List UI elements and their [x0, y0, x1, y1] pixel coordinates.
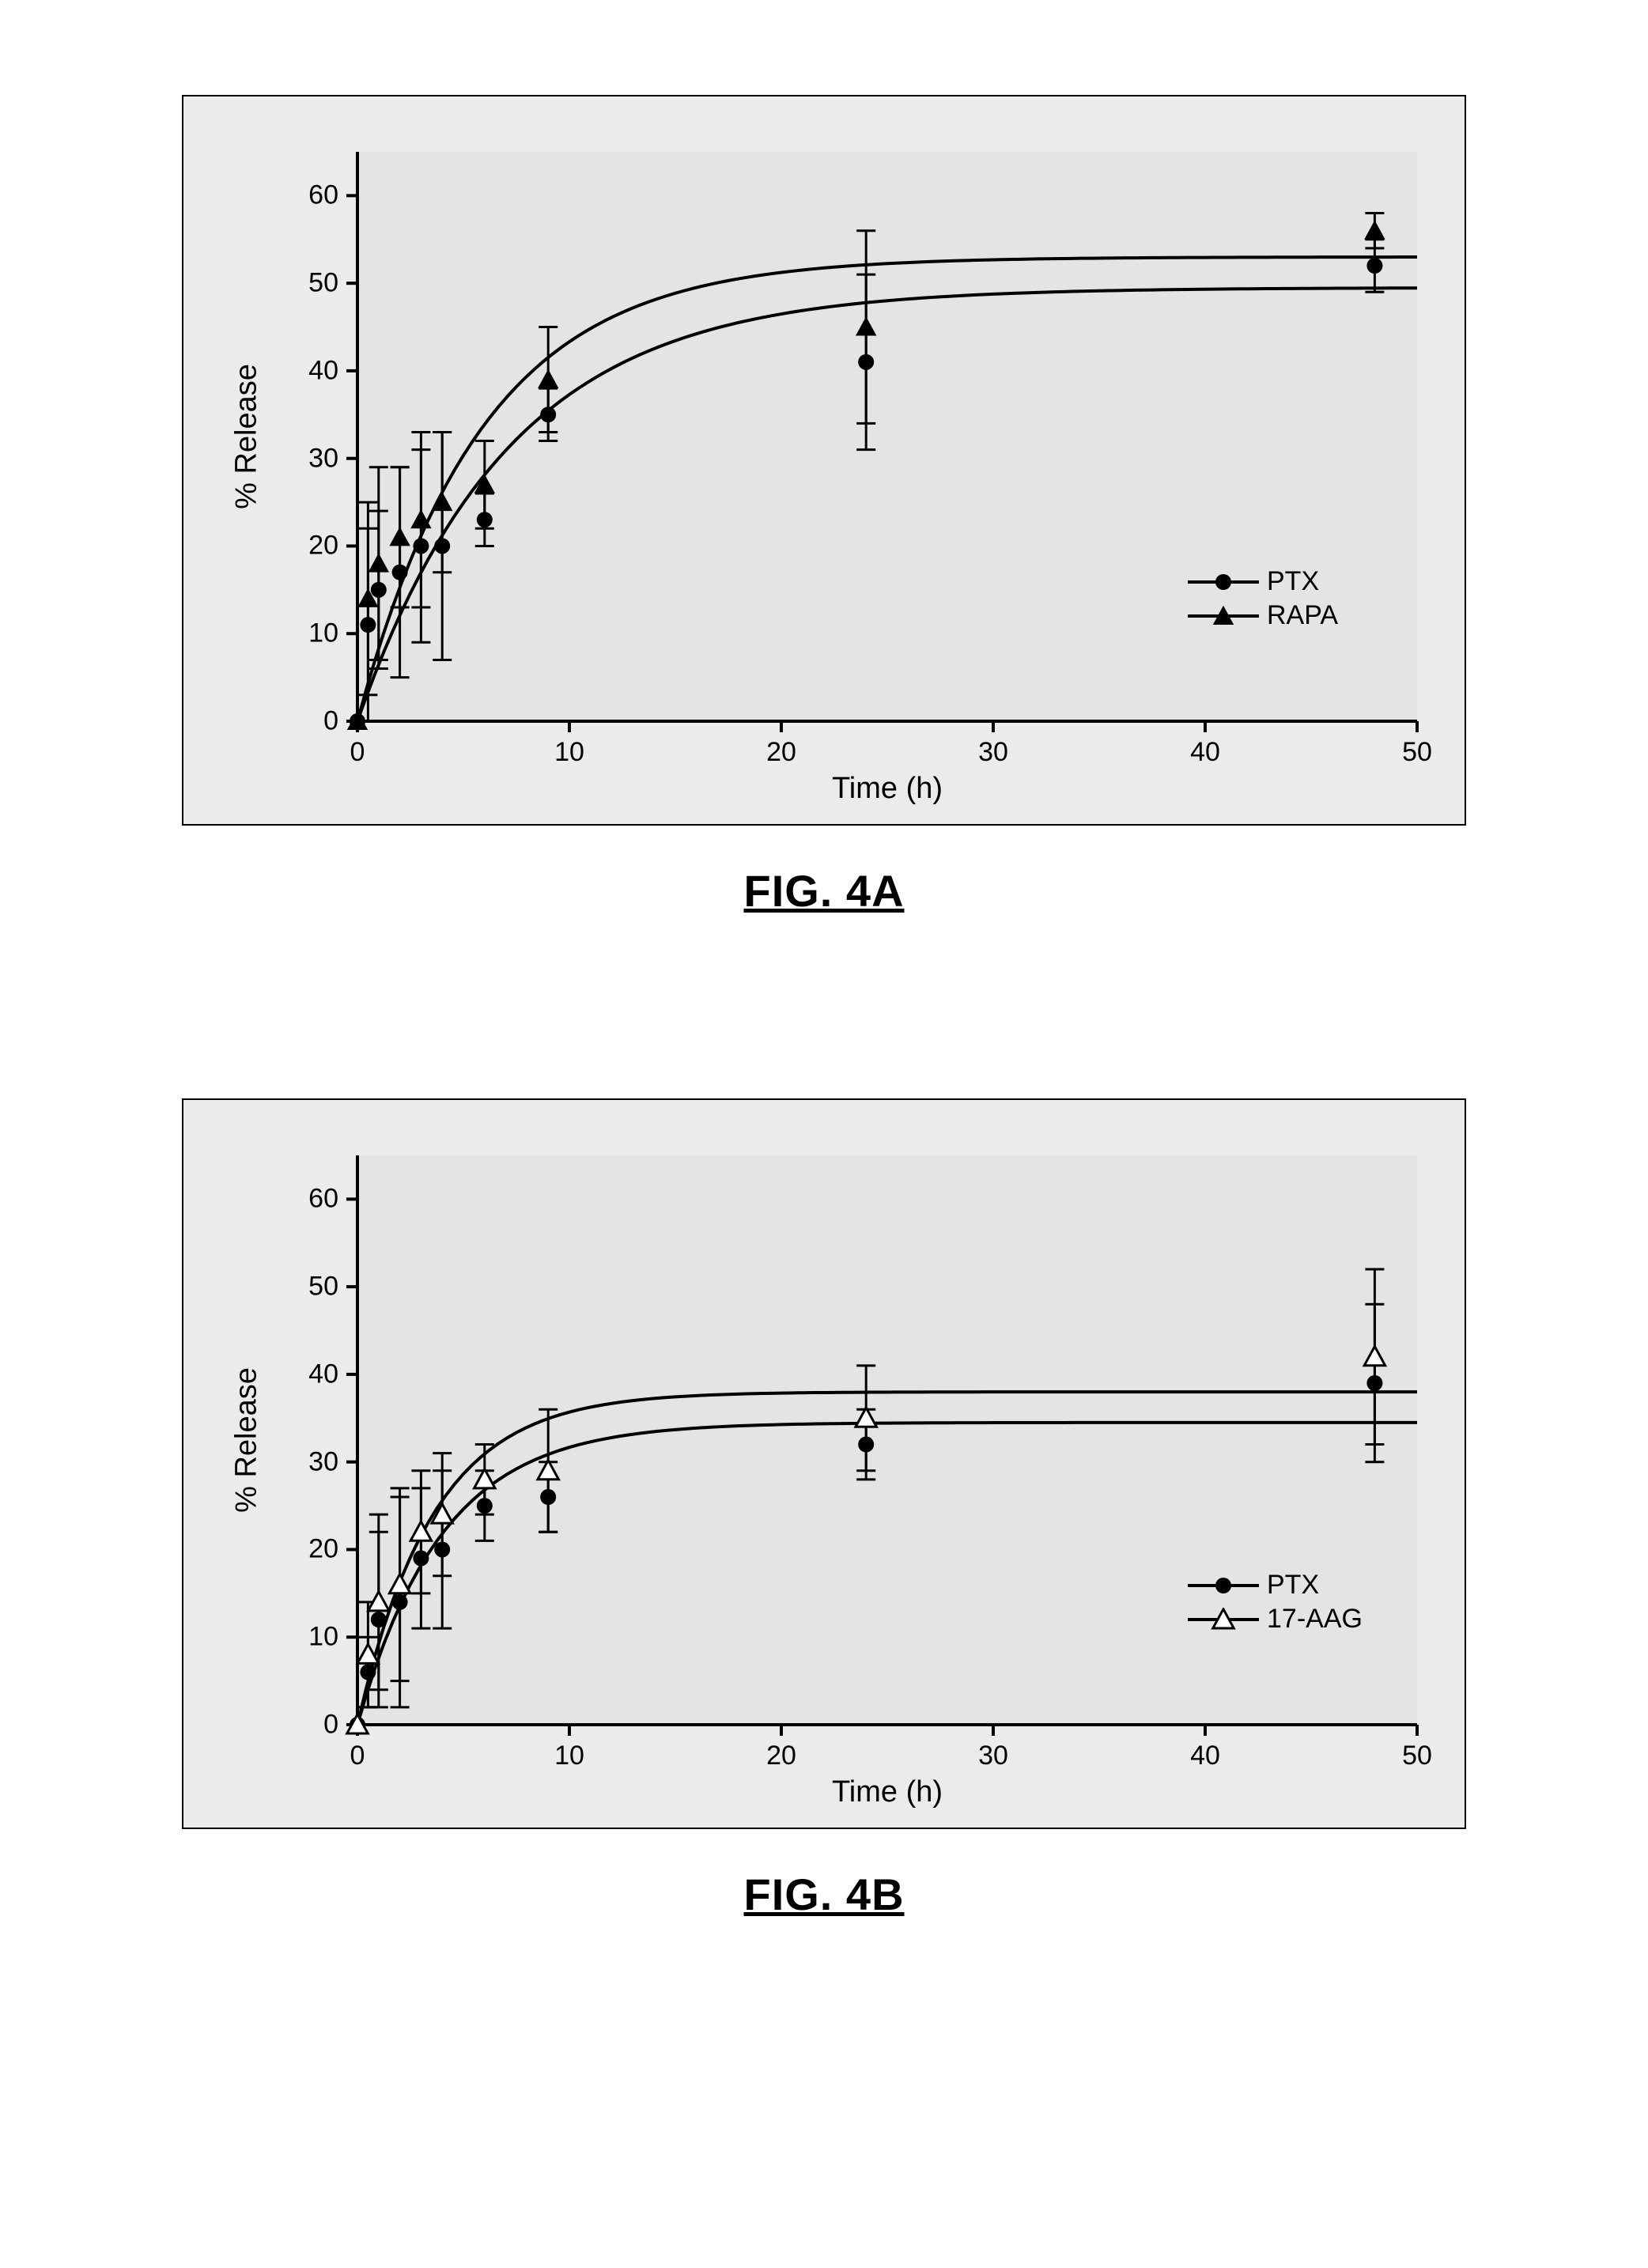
ytick-label: 0: [291, 706, 338, 737]
legend-item: 17-AAG: [1188, 1604, 1363, 1635]
ytick-label: 50: [291, 1272, 338, 1302]
marker-triangle-icon: [538, 1461, 558, 1480]
chart-panel-4b: 0 10 20 30 40 50 0 10 20 30 40 50 60 Time (h) % Releas…: [182, 1098, 1466, 1829]
xtick-label: 30: [978, 1741, 1008, 1771]
ytick-label: 10: [291, 1622, 338, 1653]
figure-caption-4b: FIG. 4B: [743, 1869, 904, 1920]
ytick-label: 20: [291, 531, 338, 561]
xtick-label: 10: [554, 737, 584, 768]
ytick-label: 30: [291, 443, 338, 474]
xtick-label: 50: [1402, 737, 1432, 768]
marker-triangle-icon: [432, 492, 452, 511]
legend-item: PTX: [1188, 1570, 1363, 1601]
chart-panel-4a: 0 10 20 30 40 50 0 10 20 30 40 50 60 Time (h) % Releas…: [182, 95, 1466, 826]
ytick-label: 40: [291, 1359, 338, 1389]
ytick-label: 50: [291, 268, 338, 299]
legend: PTXRAPA: [1188, 563, 1338, 634]
x-axis-label: Time (h): [832, 772, 943, 806]
ytick-label: 20: [291, 1534, 338, 1565]
figure-caption-4a: FIG. 4A: [743, 865, 904, 917]
legend-item: PTX: [1188, 566, 1338, 597]
page: 0 10 20 30 40 50 0 10 20 30 40 50 60 Time (h) % Releas…: [0, 0, 1648, 2268]
marker-circle-icon: [1215, 574, 1231, 590]
legend-label: RAPA: [1267, 600, 1338, 631]
legend-label: PTX: [1267, 566, 1319, 597]
marker-circle-icon: [1215, 1578, 1231, 1593]
ytick-label: 60: [291, 1184, 338, 1215]
marker-triangle-icon: [389, 527, 410, 546]
plot-svg: [183, 96, 1465, 824]
marker-triangle-icon: [538, 369, 558, 388]
xtick-label: 10: [554, 1741, 584, 1771]
marker-circle-icon: [1366, 258, 1382, 274]
ytick-label: 40: [291, 355, 338, 386]
marker-triangle-icon: [1364, 1347, 1385, 1366]
xtick-label: 0: [350, 1741, 365, 1771]
series-fit-curve: [357, 288, 1417, 721]
y-axis-label: % Release: [230, 1367, 264, 1513]
series-fit-curve: [357, 1392, 1417, 1725]
xtick-label: 50: [1402, 1741, 1432, 1771]
xtick-label: 40: [1190, 737, 1220, 768]
ytick-label: 0: [291, 1710, 338, 1741]
series-fit-curve: [357, 257, 1417, 721]
marker-triangle-icon: [856, 1408, 876, 1427]
legend-item: RAPA: [1188, 600, 1338, 631]
xtick-label: 30: [978, 737, 1008, 768]
xtick-label: 20: [766, 1741, 796, 1771]
plot-svg: [183, 1100, 1465, 1828]
xtick-label: 40: [1190, 1741, 1220, 1771]
ytick-label: 60: [291, 180, 338, 211]
marker-triangle-icon: [389, 1574, 410, 1593]
marker-triangle-icon: [474, 1469, 495, 1488]
xtick-label: 0: [350, 737, 365, 768]
x-axis-label: Time (h): [832, 1775, 943, 1809]
legend: PTX17-AAG: [1188, 1567, 1363, 1638]
ytick-label: 10: [291, 618, 338, 649]
legend-label: 17-AAG: [1267, 1604, 1363, 1635]
figure-4b: 0 10 20 30 40 50 0 10 20 30 40 50 60 Time (h) % Releas…: [182, 1098, 1466, 1920]
marker-triangle-icon: [369, 553, 389, 572]
marker-triangle-icon: [1364, 220, 1385, 239]
xtick-label: 20: [766, 737, 796, 768]
ytick-label: 30: [291, 1446, 338, 1477]
figure-4a: 0 10 20 30 40 50 0 10 20 30 40 50 60 Time (h) % Releas…: [182, 95, 1466, 917]
y-axis-label: % Release: [230, 364, 264, 509]
legend-label: PTX: [1267, 1570, 1319, 1601]
marker-triangle-icon: [856, 316, 876, 335]
